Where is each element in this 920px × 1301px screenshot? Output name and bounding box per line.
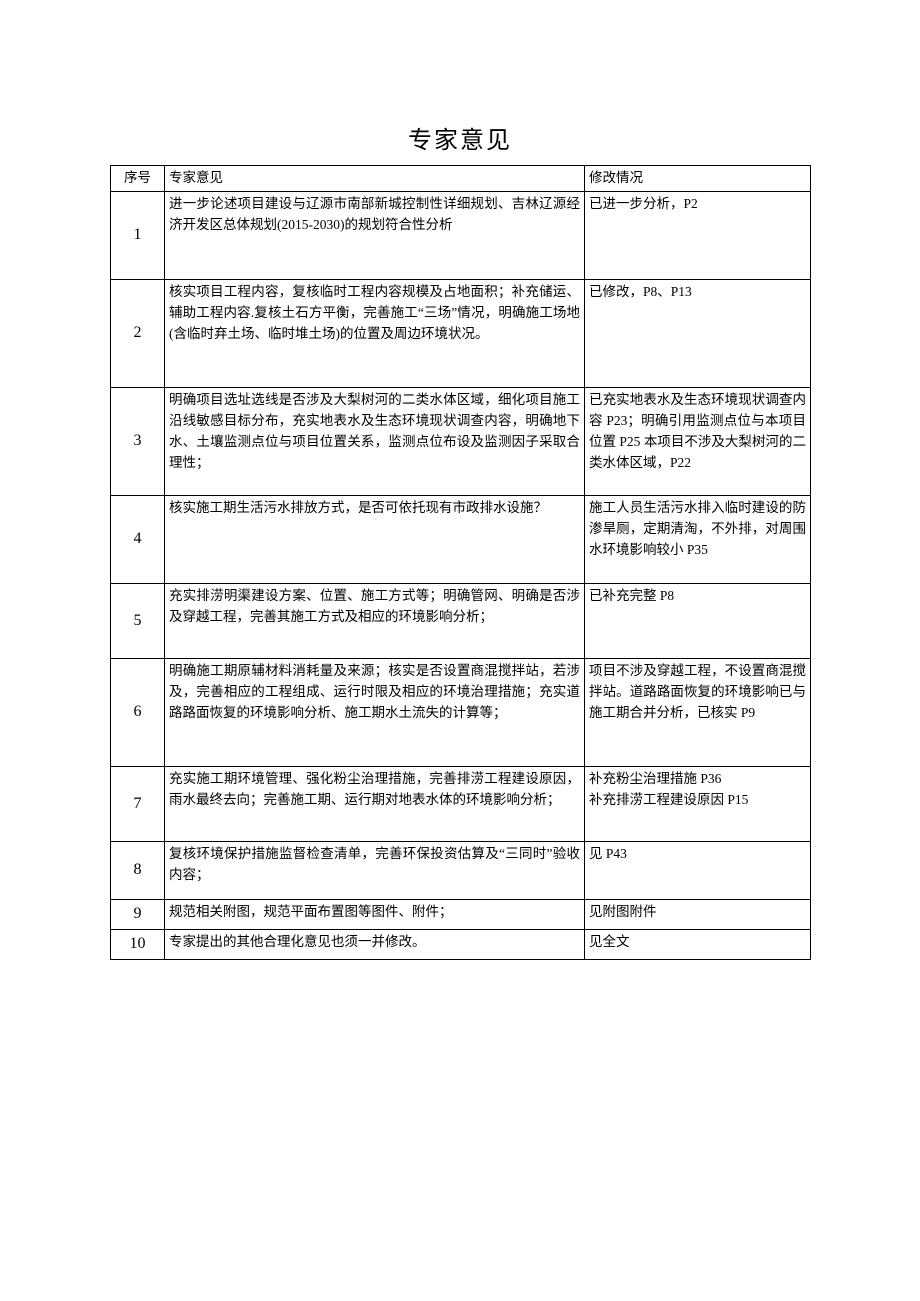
cell-mod: 已进一步分析，P2 — [585, 191, 811, 279]
col-header-num: 序号 — [111, 166, 165, 192]
cell-mod: 见全文 — [585, 929, 811, 959]
cell-num: 1 — [111, 191, 165, 279]
table-row: 8 复核环境保护措施监督检查清单，完善环保投资估算及“三同时”验收内容； 见 P… — [111, 841, 811, 899]
table-header-row: 序号 专家意见 修改情况 — [111, 166, 811, 192]
cell-opinion: 核实施工期生活污水排放方式，是否可依托现有市政排水设施？ — [165, 495, 585, 583]
cell-mod: 已补充完整 P8 — [585, 583, 811, 658]
cell-num: 3 — [111, 387, 165, 495]
cell-mod: 已充实地表水及生态环境现状调查内容 P23；明确引用监测点位与本项目位置 P25… — [585, 387, 811, 495]
cell-num: 7 — [111, 766, 165, 841]
cell-opinion: 专家提出的其他合理化意见也须一并修改。 — [165, 929, 585, 959]
cell-opinion: 充实施工期环境管理、强化粉尘治理措施，完善排涝工程建设原因，雨水最终去向；完善施… — [165, 766, 585, 841]
table-row: 10 专家提出的其他合理化意见也须一并修改。 见全文 — [111, 929, 811, 959]
table-row: 4 核实施工期生活污水排放方式，是否可依托现有市政排水设施？ 施工人员生活污水排… — [111, 495, 811, 583]
cell-opinion: 复核环境保护措施监督检查清单，完善环保投资估算及“三同时”验收内容； — [165, 841, 585, 899]
cell-mod: 见附图附件 — [585, 899, 811, 929]
cell-opinion: 核实项目工程内容，复核临时工程内容规模及占地面积；补充储运、辅助工程内容.复核土… — [165, 279, 585, 387]
table-row: 7 充实施工期环境管理、强化粉尘治理措施，完善排涝工程建设原因，雨水最终去向；完… — [111, 766, 811, 841]
cell-opinion: 规范相关附图，规范平面布置图等图件、附件； — [165, 899, 585, 929]
cell-num: 8 — [111, 841, 165, 899]
opinion-table: 序号 专家意见 修改情况 1 进一步论述项目建设与辽源市南部新城控制性详细规划、… — [110, 165, 811, 960]
cell-opinion: 进一步论述项目建设与辽源市南部新城控制性详细规划、吉林辽源经济开发区总体规划(2… — [165, 191, 585, 279]
table-row: 5 充实排涝明渠建设方案、位置、施工方式等；明确管网、明确是否涉及穿越工程，完善… — [111, 583, 811, 658]
table-row: 1 进一步论述项目建设与辽源市南部新城控制性详细规划、吉林辽源经济开发区总体规划… — [111, 191, 811, 279]
cell-mod: 施工人员生活污水排入临时建设的防渗旱厕，定期清淘，不外排，对周围水环境影响较小 … — [585, 495, 811, 583]
table-row: 3 明确项目选址选线是否涉及大梨树河的二类水体区域，细化项目施工沿线敏感目标分布… — [111, 387, 811, 495]
cell-opinion: 充实排涝明渠建设方案、位置、施工方式等；明确管网、明确是否涉及穿越工程，完善其施… — [165, 583, 585, 658]
cell-mod: 已修改，P8、P13 — [585, 279, 811, 387]
cell-num: 2 — [111, 279, 165, 387]
cell-mod: 项目不涉及穿越工程，不设置商混搅拌站。道路路面恢复的环境影响已与施工期合并分析，… — [585, 658, 811, 766]
table-row: 9 规范相关附图，规范平面布置图等图件、附件； 见附图附件 — [111, 899, 811, 929]
page-title: 专家意见 — [110, 120, 810, 155]
cell-num: 6 — [111, 658, 165, 766]
cell-opinion: 明确项目选址选线是否涉及大梨树河的二类水体区域，细化项目施工沿线敏感目标分布，充… — [165, 387, 585, 495]
cell-mod: 见 P43 — [585, 841, 811, 899]
cell-num: 10 — [111, 929, 165, 959]
col-header-mod: 修改情况 — [585, 166, 811, 192]
cell-opinion: 明确施工期原辅材料消耗量及来源；核实是否设置商混搅拌站，若涉及，完善相应的工程组… — [165, 658, 585, 766]
table-row: 2 核实项目工程内容，复核临时工程内容规模及占地面积；补充储运、辅助工程内容.复… — [111, 279, 811, 387]
cell-num: 9 — [111, 899, 165, 929]
cell-num: 4 — [111, 495, 165, 583]
col-header-opinion: 专家意见 — [165, 166, 585, 192]
table-row: 6 明确施工期原辅材料消耗量及来源；核实是否设置商混搅拌站，若涉及，完善相应的工… — [111, 658, 811, 766]
cell-num: 5 — [111, 583, 165, 658]
cell-mod: 补充粉尘治理措施 P36补充排涝工程建设原因 P15 — [585, 766, 811, 841]
